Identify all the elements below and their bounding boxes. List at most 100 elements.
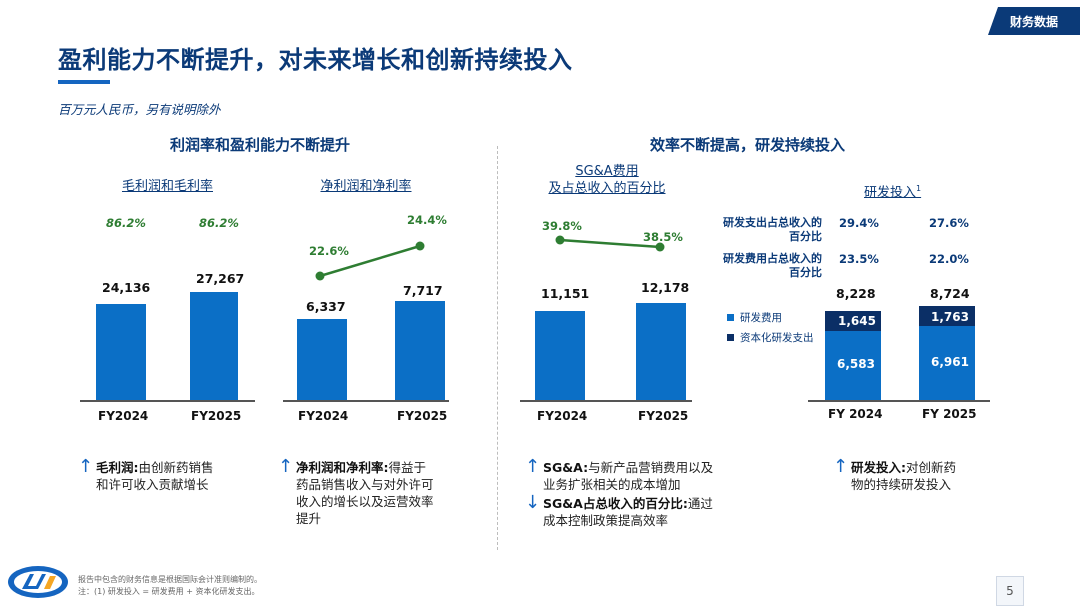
note-net-profit-l3: 收入的增长以及运营效率	[296, 494, 434, 509]
title-underline	[58, 80, 110, 84]
note-net-profit-title: 净利润和净利率:	[296, 460, 389, 475]
note-net-profit-l4: 提升	[296, 511, 322, 526]
rd-chart-title-footnote-mark: 1	[916, 184, 922, 193]
rd-xlabel-fy2024: FY 2024	[828, 407, 883, 421]
note-sga-l1: 与新产品营销费用以及	[588, 460, 714, 475]
note-sga-ratio-arrow-down-icon: ↓	[525, 492, 541, 513]
note-gross-profit-arrow-up-icon: ↑	[78, 456, 94, 477]
note-net-profit: 净利润和净利率:得益于 药品销售收入与对外许可 收入的增长以及运营效率 提升	[296, 459, 466, 527]
section-divider	[497, 146, 498, 550]
sga-ratio-point-fy2025	[655, 242, 665, 252]
sga-ratio-point-fy2024	[555, 235, 565, 245]
net-profit-chart-title: 净利润和净利率	[320, 179, 412, 194]
gross-profit-xlabel-fy2025: FY2025	[191, 409, 242, 423]
rd-ratio-row-2-fy2024: 23.5%	[839, 252, 879, 266]
legend-rd-expense-label: 研发费用	[740, 312, 782, 324]
gross-profit-axis	[80, 400, 255, 402]
note-rd: 研发投入:对创新药 物的持续研发投入	[851, 459, 1011, 493]
net-profit-bar-fy2025	[395, 301, 445, 400]
footnote-accounting: 报告中包含的财务信息是根据国际会计准则编制的。	[78, 575, 262, 584]
note-rd-arrow-up-icon: ↑	[833, 456, 849, 477]
rd-total-fy2025: 8,724	[930, 286, 970, 301]
note-gross-profit: 毛利润:由创新药销售 和许可收入贡献增长	[96, 459, 266, 493]
sga-ratio-line	[555, 235, 665, 252]
sga-chart: SG&A费用 及占总收入的百分比	[522, 163, 692, 197]
net-margin-point-fy2024	[315, 271, 325, 281]
rd-ratio-row-2-label-l1: 研发费用占总收入的	[723, 252, 822, 265]
rd-chart-title-text: 研发投入	[864, 185, 917, 201]
sga-bar-fy2024	[535, 311, 585, 400]
net-margin-point-fy2025	[415, 241, 425, 251]
sga-chart-title-line1: SG&A费用	[575, 164, 639, 179]
section-tag: 财务数据	[988, 7, 1080, 35]
note-sga-ratio-l2: 成本控制政策提高效率	[543, 513, 669, 528]
sga-value-fy2025: 12,178	[641, 280, 690, 295]
rd-ratio-row-1-label-l2: 百分比	[789, 230, 822, 243]
rd-expense-value-fy2025: 6,961	[931, 355, 969, 369]
unit-note: 百万元人民币，另有说明除外	[58, 102, 221, 117]
page-number: 5	[996, 576, 1024, 606]
gross-margin-label-fy2024: 86.2%	[106, 216, 146, 230]
net-profit-value-fy2025: 7,717	[403, 283, 443, 298]
rd-capitalized-bar-fy2024	[825, 311, 881, 331]
rd-ratio-row-2-label-l2: 百分比	[789, 266, 822, 279]
rd-ratio-row-1-fy2024: 29.4%	[839, 216, 879, 230]
note-sga-ratio-title: SG&A占总收入的百分比:	[543, 496, 688, 511]
net-profit-xlabel-fy2025: FY2025	[397, 409, 448, 423]
rd-ratio-row-1-label-l1: 研发支出占总收入的	[723, 216, 822, 229]
rd-total-fy2024: 8,228	[836, 286, 876, 301]
note-sga: SG&A:与新产品营销费用以及 业务扩张相关的成本增加	[543, 459, 743, 493]
sga-ratio-label-fy2024: 39.8%	[542, 219, 582, 233]
rd-expense-bar-fy2024	[825, 331, 881, 400]
net-margin-line	[315, 241, 425, 281]
left-section-heading: 利润率和盈利能力不断提升	[170, 136, 351, 154]
note-rd-l1: 对创新药	[906, 460, 957, 475]
sga-axis	[520, 400, 692, 402]
note-sga-l2: 业务扩张相关的成本增加	[543, 477, 681, 492]
gross-profit-bar-fy2024	[96, 304, 146, 400]
note-gross-profit-l2: 和许可收入贡献增长	[96, 477, 209, 492]
note-gross-profit-l1: 由创新药销售	[138, 460, 214, 475]
rd-expense-value-fy2024: 6,583	[837, 357, 875, 371]
rd-capitalized-value-fy2024: 1,645	[838, 314, 876, 328]
rd-capitalized-value-fy2025: 1,763	[931, 310, 969, 324]
note-sga-ratio: SG&A占总收入的百分比:通过 成本控制政策提高效率	[543, 495, 743, 529]
gross-profit-bar-fy2025	[190, 292, 238, 400]
net-margin-label-fy2025: 24.4%	[407, 213, 447, 227]
note-net-profit-l1: 得益于	[388, 460, 427, 475]
company-logo-icon	[8, 566, 68, 598]
sga-ratio-label-fy2025: 38.5%	[643, 230, 683, 244]
rd-ratio-row-2-label: 研发费用占总收入的 百分比	[700, 252, 822, 280]
page-title: 盈利能力不断提升，对未来增长和创新持续投入	[58, 46, 573, 74]
sga-value-fy2024: 11,151	[541, 286, 590, 301]
gross-profit-chart: 毛利润和毛利率	[80, 178, 255, 195]
gross-margin-label-fy2025: 86.2%	[199, 216, 239, 230]
rd-chart-title: 研发投入1	[864, 180, 921, 201]
net-profit-xlabel-fy2024: FY2024	[298, 409, 349, 423]
rd-expense-bar-fy2025	[919, 326, 975, 400]
sga-bar-fy2025	[636, 303, 686, 400]
rd-ratio-row-1-fy2025: 27.6%	[929, 216, 969, 230]
gross-profit-value-fy2025: 27,267	[196, 271, 245, 286]
sga-xlabel-fy2024: FY2024	[537, 409, 588, 423]
note-rd-l2: 物的持续研发投入	[851, 477, 952, 492]
rd-axis	[808, 400, 990, 402]
note-sga-title: SG&A:	[543, 460, 589, 475]
rd-xlabel-fy2025: FY 2025	[922, 407, 977, 421]
sga-xlabel-fy2025: FY2025	[638, 409, 689, 423]
note-sga-ratio-l1: 通过	[687, 496, 713, 511]
rd-capitalized-bar-fy2025	[919, 306, 975, 326]
right-section-heading: 效率不断提高，研发持续投入	[650, 136, 846, 154]
gross-profit-chart-title: 毛利润和毛利率	[121, 179, 213, 194]
net-profit-chart: 净利润和净利率	[283, 178, 449, 195]
net-profit-bar-fy2024	[297, 319, 347, 400]
sga-chart-title-line2: 及占总收入的百分比	[548, 181, 666, 196]
note-sga-arrow-up-icon: ↑	[525, 456, 541, 477]
legend-rd-expense-swatch	[727, 314, 734, 321]
footnote-rd-definition: 注：(1) 研发投入 = 研发费用 + 资本化研发支出。	[78, 587, 260, 596]
note-rd-title: 研发投入:	[851, 460, 906, 475]
note-gross-profit-title: 毛利润:	[96, 460, 139, 475]
legend-capitalized-rd-label: 资本化研发支出	[740, 332, 814, 344]
note-net-profit-l2: 药品销售收入与对外许可	[296, 477, 434, 492]
rd-ratio-row-2-fy2025: 22.0%	[929, 252, 969, 266]
